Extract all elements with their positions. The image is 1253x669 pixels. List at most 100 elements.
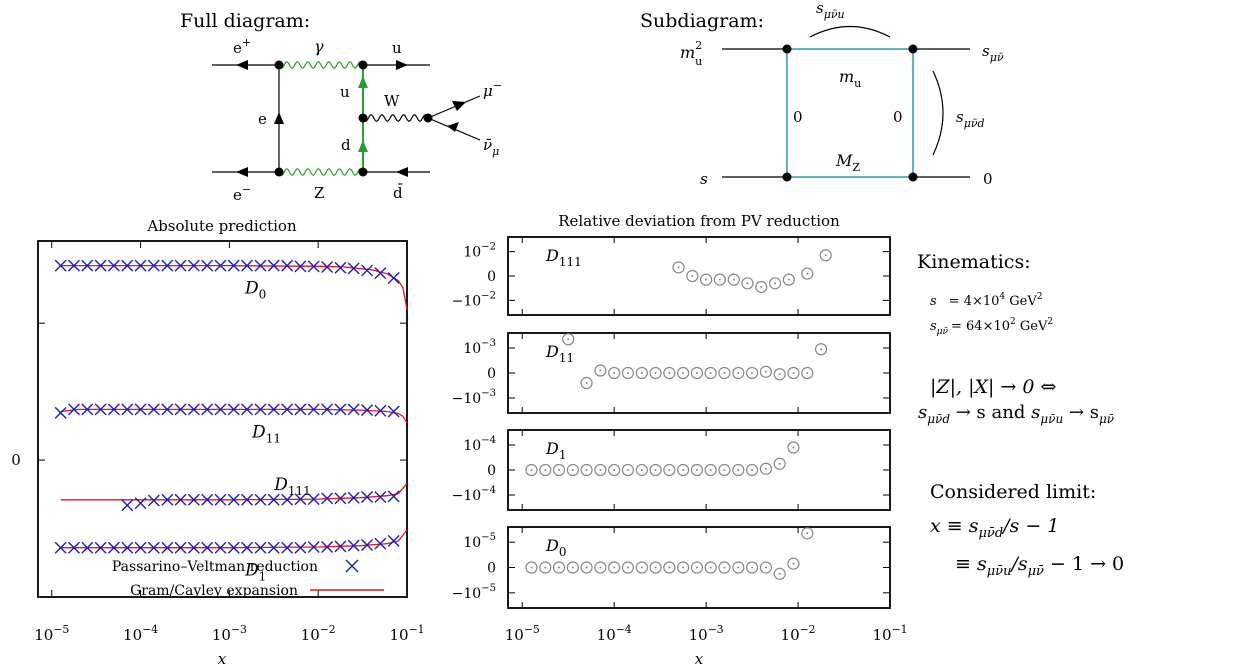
curve-label: D11 <box>251 422 281 445</box>
deviation-marker-dot <box>764 566 767 569</box>
deviation-marker-dot <box>585 469 588 471</box>
curve-label-sub: 11 <box>266 431 281 445</box>
pv-marker <box>241 259 254 272</box>
vertex <box>908 172 918 182</box>
pv-marker <box>54 406 67 419</box>
pv-marker-stroke <box>54 259 67 272</box>
pv-marker <box>267 541 280 554</box>
pv-marker <box>347 262 360 275</box>
deviation-marker-ring <box>782 273 795 286</box>
pv-marker-stroke <box>307 493 320 506</box>
pv-marker-stroke <box>294 541 307 554</box>
gram-cayley-curve <box>60 529 408 549</box>
pv-marker-stroke <box>267 493 280 506</box>
deviation-marker-ring <box>690 561 704 574</box>
y-tick-label-base: −10 <box>452 586 482 602</box>
y-tick-label: −10−3 <box>452 388 496 407</box>
pv-marker-stroke <box>387 490 400 503</box>
y-tick-label-base: 0 <box>487 561 496 577</box>
pv-marker-stroke <box>241 493 254 506</box>
pv-marker-stroke <box>134 403 147 416</box>
deviation-marker-ring <box>732 561 745 574</box>
sub-diagram: Subdiagram: sμν̄u mu2 sμν̄ mu 0 0 sμν̄d … <box>640 0 1004 188</box>
deviation-marker-dot <box>599 469 602 471</box>
y-tick-label: 0 <box>487 561 496 577</box>
label-zero-right: 0 <box>893 108 903 126</box>
y-tick-label-base: 10 <box>463 245 481 261</box>
deviation-marker-ring <box>727 273 740 286</box>
deviation-marker-dot <box>737 566 740 569</box>
pv-marker-stroke <box>374 404 387 417</box>
pv-marker-stroke <box>334 403 347 416</box>
mu-line <box>427 95 481 119</box>
label-u-inner: u <box>340 83 350 101</box>
deviation-marker <box>718 561 731 574</box>
deviation-marker-dot <box>751 372 754 374</box>
pv-marker-stroke <box>254 541 267 554</box>
x-tick-label-exp: −3 <box>231 623 247 636</box>
pv-marker-stroke <box>161 541 174 554</box>
deviation-marker-dot <box>599 566 602 569</box>
pv-marker <box>227 541 240 554</box>
deviation-marker <box>773 368 786 381</box>
pv-marker-stroke <box>187 259 200 272</box>
pv-marker-stroke <box>174 259 187 272</box>
deviation-marker-ring <box>562 333 575 346</box>
deviation-marker-ring <box>594 364 607 377</box>
pv-marker <box>387 534 400 547</box>
deviation-marker-dot <box>613 469 616 471</box>
pv-marker-stroke <box>161 259 174 272</box>
deviation-marker <box>690 561 704 574</box>
deviation-marker-dot <box>682 372 685 374</box>
y-tick-label-exp: −5 <box>481 532 496 543</box>
y-tick-label-exp: −4 <box>481 485 496 496</box>
pv-marker-stroke <box>347 262 360 275</box>
pv-marker <box>81 541 94 554</box>
pv-marker <box>334 403 347 416</box>
pv-marker <box>214 541 227 554</box>
pv-marker <box>147 494 160 507</box>
pv-marker-stroke <box>254 403 267 416</box>
pv-marker <box>347 491 360 504</box>
label-e-prop: e <box>258 110 267 128</box>
arc-right <box>932 70 944 156</box>
deviation-marker-ring <box>608 463 621 477</box>
deviation-marker-dot <box>723 372 726 374</box>
pv-marker <box>68 259 80 272</box>
pv-marker <box>267 259 280 272</box>
deviation-marker-dot <box>792 446 795 449</box>
pv-marker <box>321 403 334 416</box>
pv-marker <box>201 259 214 272</box>
side-text: Kinematics: s = 4×104 GeV2 sμν̄ = 64×102 G… <box>917 251 1124 579</box>
pv-marker <box>281 493 294 506</box>
pv-marker <box>307 493 320 506</box>
pv-marker-stroke <box>134 541 147 554</box>
pv-marker <box>227 259 240 272</box>
vertex <box>274 60 284 70</box>
u-quark-arrow <box>396 60 408 70</box>
pv-marker <box>321 541 334 554</box>
deviation-marker <box>635 561 648 574</box>
deviation-marker <box>801 527 814 540</box>
deviation-marker-ring <box>759 365 773 378</box>
x-tick-label: 10−4 <box>123 623 158 644</box>
deviation-marker-dot <box>626 566 629 569</box>
deviation-marker-dot <box>613 372 616 374</box>
deviation-marker-dot <box>824 254 827 257</box>
deviation-marker-ring <box>787 366 800 380</box>
x-axis-label: x <box>695 650 704 668</box>
pv-marker-stroke <box>227 259 240 272</box>
considered-title: Considered limit: <box>930 481 1096 503</box>
deviation-marker-dot <box>571 469 574 471</box>
deviation-marker <box>677 463 690 477</box>
pv-marker-stroke <box>334 261 347 274</box>
kinematics-title: Kinematics: <box>917 251 1031 273</box>
deviation-marker-ring <box>677 463 690 477</box>
y-tick-label: 10−2 <box>463 242 496 261</box>
gram-cayley-curve <box>60 264 408 310</box>
pv-marker-stroke <box>134 259 147 272</box>
deviation-marker-ring <box>672 261 685 274</box>
deviation-marker <box>732 366 745 380</box>
pv-marker <box>174 541 187 554</box>
